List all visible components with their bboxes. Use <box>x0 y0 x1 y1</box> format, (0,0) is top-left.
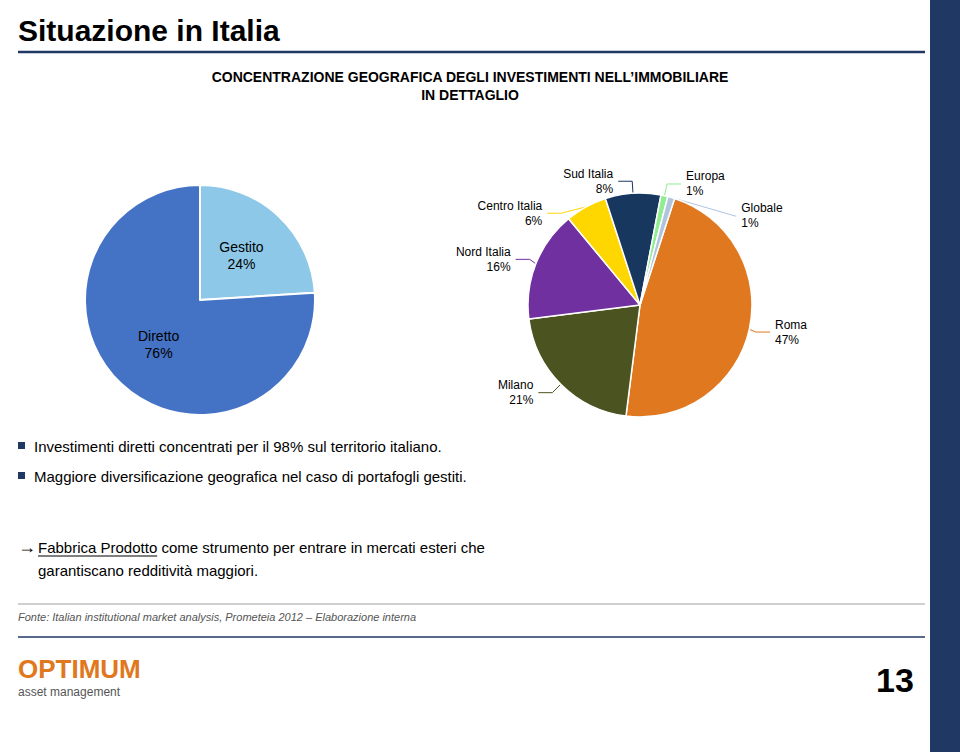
svg-text:Roma: Roma <box>775 318 807 332</box>
svg-text:Situazione in Italia: Situazione in Italia <box>18 14 280 47</box>
svg-text:1%: 1% <box>686 184 704 198</box>
svg-text:Gestito: Gestito <box>219 239 264 255</box>
svg-text:Sud Italia: Sud Italia <box>563 167 613 181</box>
svg-text:47%: 47% <box>775 333 799 347</box>
svg-text:Nord Italia: Nord Italia <box>456 245 511 259</box>
svg-text:Investimenti diretti concentra: Investimenti diretti concentrati per il … <box>34 438 442 455</box>
svg-text:Milano: Milano <box>498 378 534 392</box>
svg-text:Maggiore diversificazione geog: Maggiore diversificazione geografica nel… <box>34 468 467 485</box>
svg-text:16%: 16% <box>487 260 511 274</box>
svg-text:21%: 21% <box>509 393 533 407</box>
svg-text:1%: 1% <box>741 216 759 230</box>
svg-text:6%: 6% <box>525 214 543 228</box>
svg-text:Europa: Europa <box>686 169 725 183</box>
svg-text:8%: 8% <box>596 182 614 196</box>
svg-text:Globale: Globale <box>741 201 783 215</box>
svg-text:asset management: asset management <box>18 685 121 699</box>
svg-text:13: 13 <box>876 661 914 699</box>
svg-text:→: → <box>18 537 36 557</box>
svg-text:Fonte: Italian institutional m: Fonte: Italian institutional market anal… <box>18 611 416 623</box>
svg-text:24%: 24% <box>227 256 255 272</box>
svg-text:Diretto: Diretto <box>138 328 179 344</box>
svg-text:76%: 76% <box>145 345 173 361</box>
svg-text:IN DETTAGLIO: IN DETTAGLIO <box>421 87 519 103</box>
svg-text:come strumento per entrare in: come strumento per entrare in mercati es… <box>157 539 485 556</box>
svg-text:Fabbrica Prodotto: Fabbrica Prodotto <box>38 539 157 556</box>
svg-text:OPTIMUM: OPTIMUM <box>18 654 141 684</box>
svg-text:garantiscano redditività maggi: garantiscano redditività maggiori. <box>38 562 258 579</box>
svg-text:Centro Italia: Centro Italia <box>478 199 543 213</box>
svg-text:CONCENTRAZIONE GEOGRAFICA DEGL: CONCENTRAZIONE GEOGRAFICA DEGLI INVESTIM… <box>212 69 729 85</box>
